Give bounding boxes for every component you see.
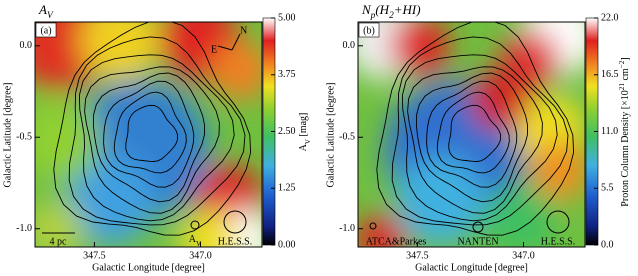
map-blob bbox=[180, 210, 240, 247]
contour bbox=[407, 66, 543, 214]
annotation: ATCA&Parkes bbox=[366, 236, 427, 247]
map-field bbox=[358, 22, 585, 247]
contour bbox=[68, 36, 246, 226]
colorbar-tick-label: 1.25 bbox=[278, 183, 296, 194]
beam bbox=[472, 221, 484, 233]
beam-label: AV bbox=[189, 234, 202, 247]
colorbar-label: AV [mag] bbox=[298, 113, 311, 152]
x-axis-label: Galactic Longitude [degree] bbox=[92, 262, 205, 273]
x-tick-label: 347.5 bbox=[83, 250, 106, 261]
beam-label-part: V bbox=[196, 240, 202, 248]
beam bbox=[369, 222, 377, 230]
contour bbox=[78, 54, 235, 222]
colorbar-tick-label: 5.5 bbox=[601, 183, 614, 194]
beam-label-part: A bbox=[189, 234, 197, 245]
beam bbox=[223, 210, 247, 234]
panel-title-part: +HI) bbox=[394, 2, 421, 17]
map-blob bbox=[358, 215, 405, 247]
beam bbox=[190, 220, 200, 230]
contour bbox=[92, 72, 206, 203]
map bbox=[35, 22, 262, 247]
y-axis-label: Galactic Latitude [degree] bbox=[325, 83, 336, 188]
contour bbox=[415, 72, 529, 203]
contour bbox=[84, 66, 220, 214]
beam bbox=[546, 210, 570, 234]
scale-label: 4 pc bbox=[50, 236, 68, 247]
compass-arrow bbox=[217, 45, 233, 51]
annotation: H.E.S.S. bbox=[218, 236, 252, 247]
x-tick-label: 347.0 bbox=[189, 250, 212, 261]
colorbar-label-part: Proton Column Density [×10 bbox=[620, 90, 631, 206]
contour bbox=[401, 54, 558, 222]
panel-title-part: (H bbox=[375, 2, 389, 17]
panel-title-part: p bbox=[370, 11, 376, 21]
plot-frame bbox=[34, 21, 263, 248]
contour bbox=[448, 104, 502, 162]
colorbar-label-part: V bbox=[304, 138, 312, 144]
plot-frame bbox=[357, 21, 586, 248]
colorbar-label-part: 21 bbox=[618, 83, 626, 91]
map-blob bbox=[470, 70, 530, 130]
panel-title-part: V bbox=[47, 11, 54, 21]
panel-label: (a) bbox=[40, 25, 51, 36]
map-blob bbox=[35, 200, 85, 247]
panel-title: Np(H2+HI) bbox=[361, 2, 421, 21]
map-blob bbox=[485, 185, 555, 247]
contour bbox=[391, 36, 569, 226]
contour bbox=[436, 91, 510, 174]
map-blob bbox=[80, 22, 160, 80]
panel-label-box bbox=[35, 22, 57, 38]
colorbar-label-part: cm bbox=[620, 68, 631, 83]
colorbar-label-part: ] bbox=[620, 57, 631, 60]
colorbar-tick-label: 0.00 bbox=[278, 239, 296, 250]
contour bbox=[113, 91, 187, 174]
colorbar-tick-label: 11.0 bbox=[601, 126, 618, 137]
panel-title-part: 2 bbox=[389, 11, 394, 21]
colorbar-tick-label: 3.75 bbox=[278, 69, 296, 80]
colorbar-tick-label: 2.50 bbox=[278, 126, 296, 137]
map-blob bbox=[65, 155, 155, 245]
contour bbox=[376, 22, 575, 236]
annotation: H.E.S.S. bbox=[541, 236, 575, 247]
panel-title-part: A bbox=[38, 2, 47, 17]
colorbar-label-part: A bbox=[298, 143, 309, 151]
map bbox=[358, 22, 585, 247]
x-tick-label: 347.0 bbox=[512, 250, 535, 261]
y-tick-label: -1.0 bbox=[339, 223, 355, 234]
panel-title-part: N bbox=[361, 2, 372, 17]
contour bbox=[103, 80, 195, 188]
map-blob bbox=[210, 40, 262, 100]
colorbar-label: Proton Column Density [×1021 cm−2] bbox=[618, 57, 632, 206]
x-tick-label: 347.5 bbox=[406, 250, 429, 261]
colorbar-label-part: [mag] bbox=[298, 113, 309, 139]
map-blob bbox=[390, 22, 450, 75]
colorbar-tick-label: 16.5 bbox=[601, 69, 619, 80]
compass-arrow bbox=[231, 33, 241, 51]
colorbar-tick-label: 0.0 bbox=[601, 239, 614, 250]
panel-label-box bbox=[358, 22, 380, 38]
map-field bbox=[35, 22, 262, 247]
contour bbox=[426, 80, 518, 188]
y-tick-label: -0.5 bbox=[16, 132, 32, 143]
compass-label: N bbox=[240, 25, 247, 36]
compass-label: E bbox=[211, 44, 217, 55]
panel-title: AV bbox=[38, 2, 54, 21]
colorbar-tick-label: 5.00 bbox=[278, 12, 296, 23]
y-tick-label: -1.0 bbox=[16, 223, 32, 234]
panel-label: (b) bbox=[363, 25, 375, 36]
annotation: NANTEN bbox=[457, 236, 498, 247]
y-tick-label: 0.0 bbox=[343, 40, 356, 51]
map-blob bbox=[35, 100, 100, 180]
colorbar-label-part: −2 bbox=[618, 60, 626, 68]
y-tick-label: 0.0 bbox=[20, 40, 33, 51]
contour bbox=[125, 104, 179, 162]
colorbar-tick-label: 22.0 bbox=[601, 12, 619, 23]
y-tick-label: -0.5 bbox=[339, 132, 355, 143]
y-axis-label: Galactic Latitude [degree] bbox=[2, 83, 13, 188]
x-axis-label: Galactic Longitude [degree] bbox=[415, 262, 528, 273]
